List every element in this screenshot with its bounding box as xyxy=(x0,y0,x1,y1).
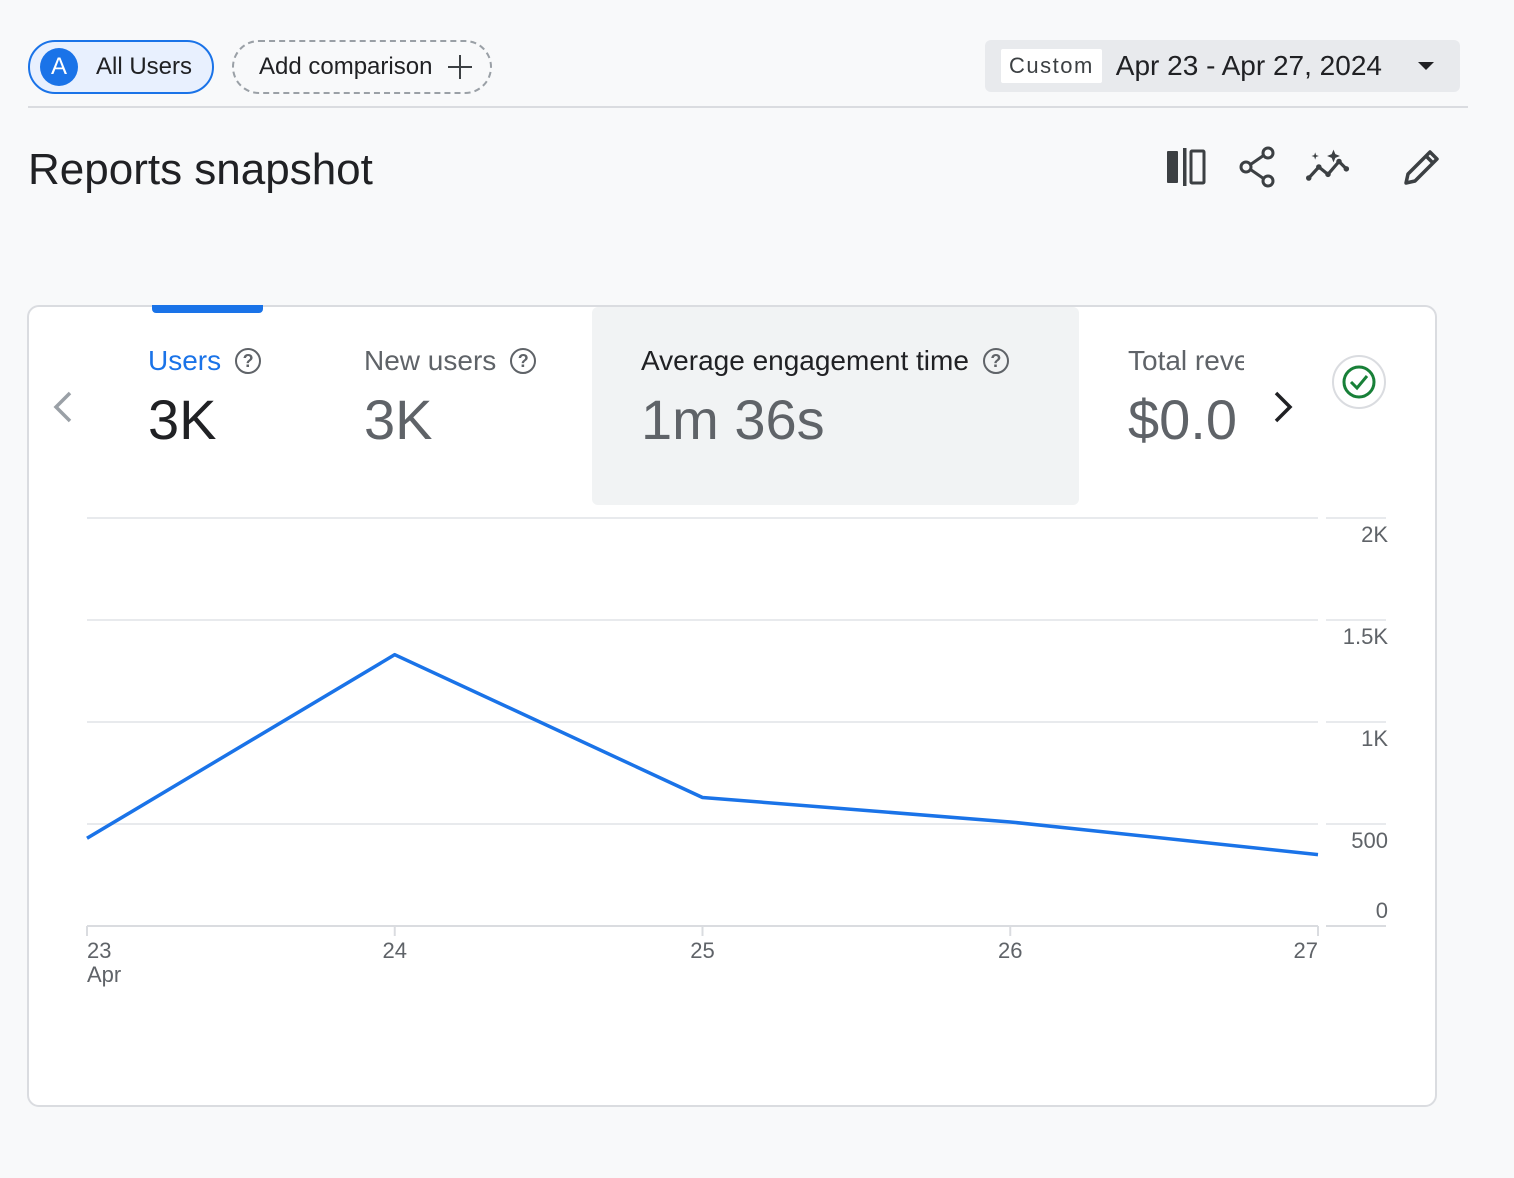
segment-chip-all-users[interactable]: A All Users xyxy=(28,40,214,94)
y-tick-label: 500 xyxy=(1351,828,1388,853)
compare-columns-icon[interactable] xyxy=(1164,145,1208,189)
x-tick-label: 23 xyxy=(87,938,111,963)
help-icon[interactable]: ? xyxy=(982,348,1009,374)
x-tick-label: 26 xyxy=(998,938,1022,963)
share-icon[interactable] xyxy=(1236,145,1280,189)
caret-down-icon xyxy=(1418,62,1434,70)
header-divider xyxy=(28,106,1468,108)
edit-icon[interactable] xyxy=(1400,145,1444,189)
x-tick-sublabel: Apr xyxy=(87,962,121,987)
plus-icon xyxy=(448,55,473,79)
metric-value: 1m 36s xyxy=(641,388,825,451)
metric-label: New users xyxy=(364,345,497,376)
users-series-line xyxy=(86,652,1319,857)
date-range-tag: Custom xyxy=(1001,49,1102,83)
date-range-value: Apr 23 - Apr 27, 2024 xyxy=(1115,50,1382,81)
data-quality-check-button[interactable] xyxy=(1332,355,1386,409)
date-range-picker[interactable]: Custom Apr 23 - Apr 27, 2024 xyxy=(985,40,1460,92)
metric-value: 3K xyxy=(364,388,433,451)
segment-label: All Users xyxy=(96,53,193,80)
page-title: Reports snapshot xyxy=(28,145,373,194)
chevron-left-icon[interactable] xyxy=(50,390,76,424)
insights-icon[interactable] xyxy=(1306,145,1350,189)
segment-avatar: A xyxy=(40,48,78,86)
metric-tab-new-users[interactable]: New users ? 3K xyxy=(364,345,537,452)
metric-value: $0.0 xyxy=(1128,388,1237,451)
y-tick-label: 2K xyxy=(1361,522,1388,547)
y-tick-label: 1K xyxy=(1361,726,1388,751)
active-metric-indicator xyxy=(152,305,263,313)
metric-label: Users xyxy=(148,345,222,376)
chevron-right-icon[interactable] xyxy=(1270,390,1296,424)
check-circle-icon xyxy=(1342,365,1376,399)
metric-label: Total reve xyxy=(1128,345,1244,376)
metric-label: Average engagement time xyxy=(641,345,969,376)
help-icon[interactable]: ? xyxy=(510,348,537,374)
metric-tab-total-revenue[interactable]: Total reve $0.0 xyxy=(1128,345,1244,452)
metric-hover-highlight xyxy=(592,307,1079,505)
y-tick-label: 1.5K xyxy=(1343,624,1389,649)
metric-tab-users[interactable]: Users ? 3K xyxy=(148,345,262,452)
help-icon[interactable]: ? xyxy=(235,348,262,374)
metric-tab-average-engagement-time[interactable]: Average engagement time ? 1m 36s xyxy=(641,345,1009,452)
metric-value: 3K xyxy=(148,388,217,451)
y-tick-label: 0 xyxy=(1376,898,1388,923)
x-tick-label: 27 xyxy=(1294,938,1318,963)
add-comparison-button[interactable]: Add comparison xyxy=(232,40,492,94)
x-tick-label: 25 xyxy=(690,938,714,963)
add-comparison-label: Add comparison xyxy=(259,53,433,80)
x-tick-label: 24 xyxy=(383,938,407,963)
